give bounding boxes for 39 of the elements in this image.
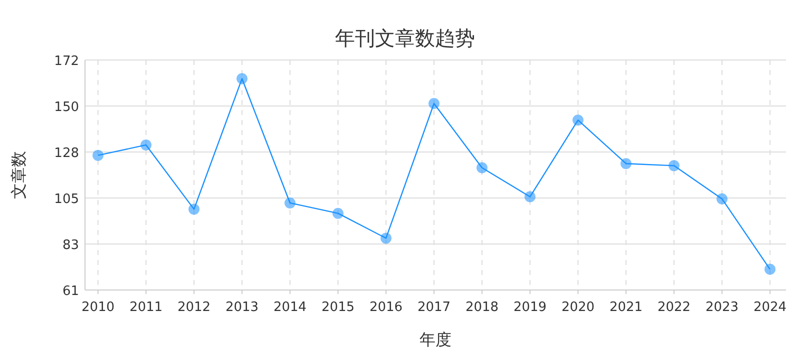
point — [188, 204, 200, 215]
point — [524, 191, 536, 202]
y-tick-label: 172 — [54, 54, 79, 69]
y-tick-label: 83 — [62, 238, 79, 253]
y-tick-label: 105 — [54, 192, 79, 207]
x-tick-label: 2010 — [81, 300, 115, 315]
point — [380, 232, 392, 244]
y-tick-label: 61 — [62, 284, 79, 299]
x-axis-title: 年度 — [420, 330, 452, 349]
x-tick-label: 2020 — [561, 300, 595, 315]
x-tick-label: 2023 — [705, 300, 739, 315]
x-tick-label: 2021 — [609, 300, 643, 315]
x-tick-label: 2015 — [321, 300, 355, 315]
point — [476, 162, 488, 174]
chart-title: 年刊文章数趋势 — [335, 26, 475, 50]
y-tick-label: 150 — [54, 100, 79, 115]
x-tick-label: 2014 — [273, 300, 307, 315]
x-tick-label: 2022 — [657, 300, 691, 315]
x-tick-label: 2024 — [753, 300, 787, 315]
x-tick-label: 2011 — [129, 300, 163, 315]
point — [620, 158, 632, 170]
x-tick-label: 2016 — [369, 300, 403, 315]
x-tick-label: 2018 — [465, 300, 499, 315]
point — [284, 197, 296, 208]
point — [92, 150, 104, 161]
point — [332, 208, 344, 219]
point — [668, 160, 680, 172]
x-tick-label: 2017 — [417, 300, 451, 315]
x-tick-label: 2013 — [225, 300, 259, 315]
point — [140, 139, 152, 150]
point — [428, 98, 440, 110]
x-tick-label: 2019 — [513, 300, 547, 315]
point — [716, 193, 728, 204]
point — [236, 73, 248, 84]
point — [572, 114, 584, 126]
y-tick-label: 128 — [54, 146, 79, 161]
point — [764, 264, 776, 275]
x-tick-label: 2012 — [177, 300, 211, 315]
y-axis-title: 文章数 — [9, 151, 28, 199]
